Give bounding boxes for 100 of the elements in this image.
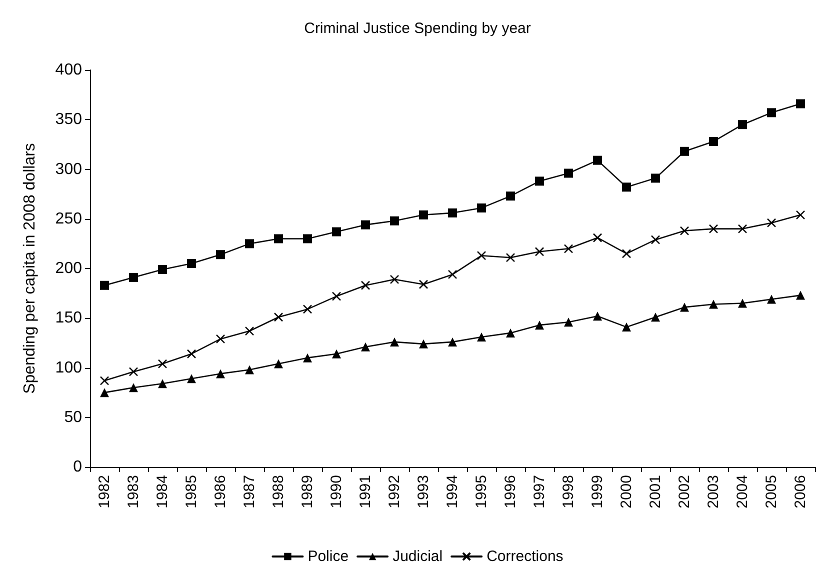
point [738,120,747,130]
x-tick-label: 1999 [589,475,606,508]
y-tick-label: 250 [55,210,82,228]
point [100,376,110,386]
point [332,227,341,236]
point [767,108,776,118]
x-tick-label: 2004 [734,475,751,508]
point [100,280,109,290]
x-tick-label: 1993 [415,475,432,508]
x-tick-label: 1995 [473,475,490,508]
point [651,174,660,183]
point [361,220,370,230]
point [187,374,196,384]
point [187,259,196,268]
point [390,337,399,346]
point [564,168,573,178]
y-tick-label: 0 [73,458,82,476]
x-tick-label: 2000 [618,475,635,508]
y-tick-label: 50 [64,408,82,426]
x-tick-label: 2006 [792,475,809,508]
y-tick-label: 400 [55,62,82,78]
point [158,264,167,274]
point [303,353,312,362]
point [766,218,776,228]
point [709,136,718,146]
point [708,224,718,234]
point [796,290,805,300]
x-tick-label: 1992 [386,475,403,508]
point [622,182,631,192]
legend-label: Police [308,548,349,565]
point [390,216,399,226]
x-tick-label: 2005 [763,475,780,508]
x-tick-label: 1990 [328,475,345,508]
point [506,192,515,201]
point [680,146,689,156]
point [158,359,168,368]
x-tick-label: 1987 [241,475,258,508]
point [302,304,312,314]
point [216,369,225,378]
point [709,300,718,309]
point [738,224,748,234]
legend-label: Corrections [486,548,564,565]
x-tick-label: 1982 [96,475,113,508]
x-tick-label: 2003 [705,475,722,508]
point [448,337,457,346]
point [245,365,254,374]
point [593,312,602,321]
point [592,233,602,242]
point [622,322,631,332]
x-tick-label: 1996 [502,475,519,508]
point [506,252,516,262]
point [274,359,283,368]
point [767,294,776,304]
point [796,210,806,220]
point [245,239,254,248]
point [477,203,486,212]
point [158,379,167,388]
point [535,176,544,186]
point [535,320,544,330]
x-tick-label: 1994 [444,475,461,508]
point [216,334,226,344]
y-tick-label: 300 [55,160,82,178]
point [448,270,458,280]
x-tick-label: 1998 [560,475,577,508]
point [128,367,138,376]
point [477,332,486,342]
x-tick-label: 2001 [647,475,664,508]
point [216,250,225,260]
x-tick-label: 1997 [531,475,548,508]
point [593,156,602,165]
point [418,280,428,290]
point [332,349,341,358]
x-tick-label: 1983 [125,475,142,508]
x-tick-label: 1989 [299,475,316,508]
x-tick-label: 1984 [154,475,171,508]
x-tick-label: 2002 [676,475,693,508]
x-tick-label: 1986 [212,475,229,508]
point [360,280,370,290]
point [390,274,400,284]
x-tick-label: 1988 [270,475,287,508]
point [564,318,573,327]
x-tick-label: 1985 [183,475,200,508]
point [361,342,370,352]
point [448,208,457,218]
point [244,326,254,336]
point [274,234,283,244]
point [650,235,660,244]
legend-label: Judicial [392,548,443,565]
point [651,312,660,322]
y-tick-label: 100 [55,359,82,376]
point [129,383,138,392]
point [738,298,747,308]
y-tick-label: 350 [55,111,82,128]
point [564,244,574,254]
point [476,250,486,260]
y-axis-title: Spending per capita in 2008 dollars [22,143,38,394]
y-tick-label: 200 [55,260,82,277]
point [680,226,690,236]
y-tick-label: 150 [55,310,82,327]
point [622,248,632,258]
